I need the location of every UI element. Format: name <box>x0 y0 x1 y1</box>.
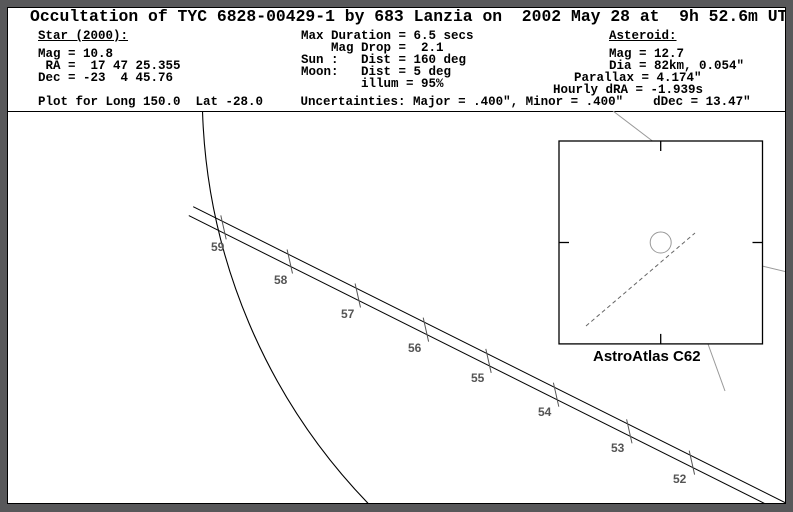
svg-text:AstroAtlas C62: AstroAtlas C62 <box>593 348 701 365</box>
svg-text:54: 54 <box>538 405 552 419</box>
svg-text:55: 55 <box>471 371 485 385</box>
svg-text:57: 57 <box>341 307 355 321</box>
svg-text:52: 52 <box>673 472 687 486</box>
svg-text:53: 53 <box>611 441 625 455</box>
svg-text:59: 59 <box>211 240 225 254</box>
svg-text:58: 58 <box>274 273 288 287</box>
svg-text:56: 56 <box>408 341 422 355</box>
